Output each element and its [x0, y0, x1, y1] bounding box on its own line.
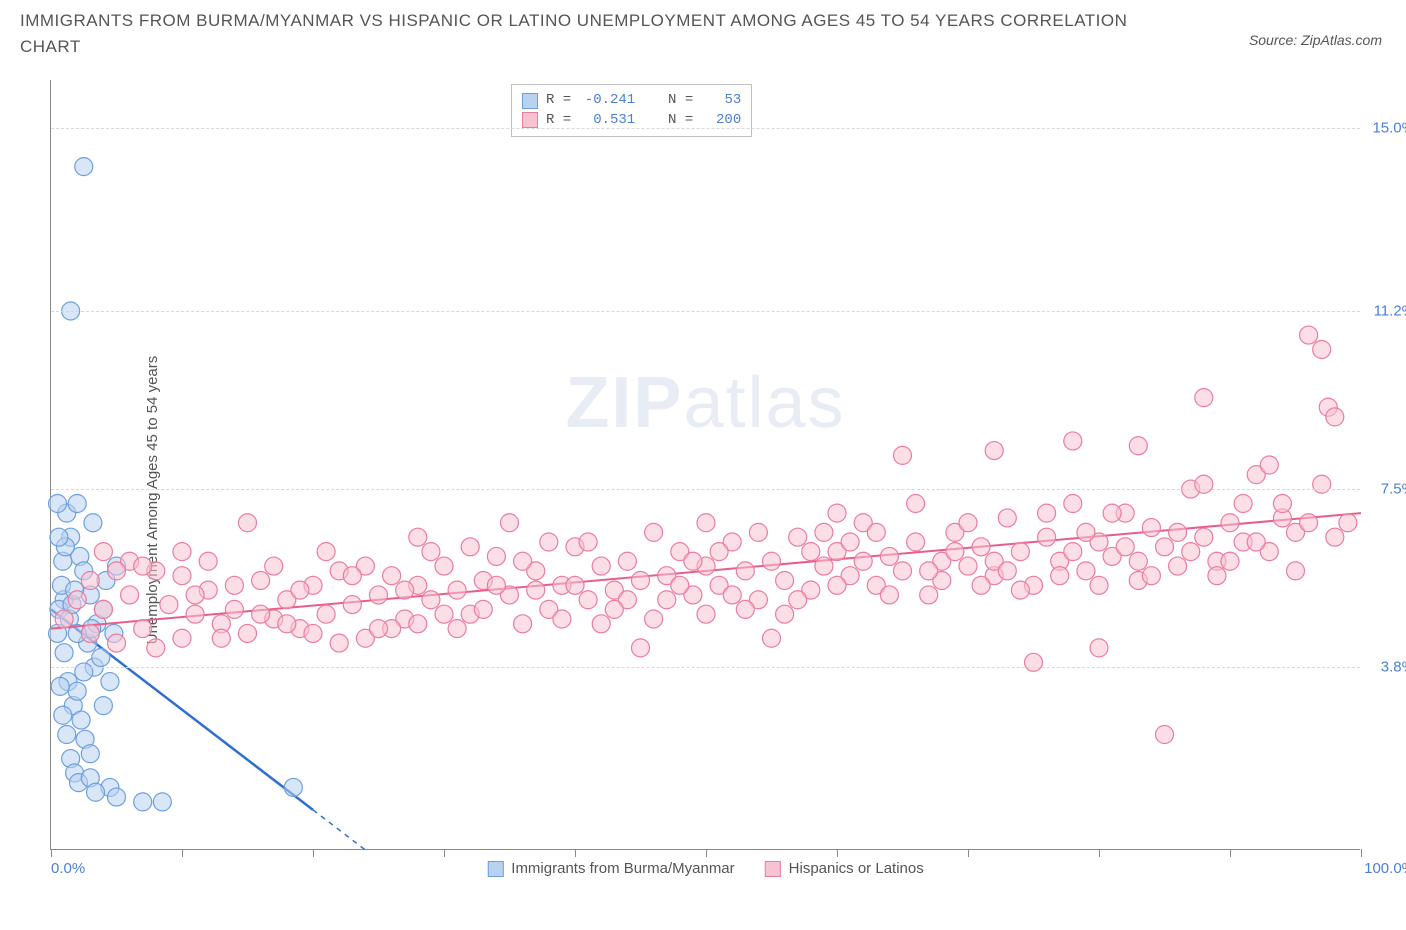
x-axis-legend: Immigrants from Burma/Myanmar Hispanics o…	[487, 860, 923, 877]
legend-swatch	[487, 861, 503, 877]
chart-title: IMMIGRANTS FROM BURMA/MYANMAR VS HISPANI…	[20, 8, 1170, 59]
source-citation: Source: ZipAtlas.com	[1249, 32, 1382, 48]
gridline	[51, 667, 1360, 668]
x-tick	[313, 849, 314, 857]
legend-swatch	[522, 112, 538, 128]
legend-swatch	[522, 93, 538, 109]
x-legend-item: Immigrants from Burma/Myanmar	[487, 860, 734, 877]
x-tick	[575, 849, 576, 857]
series-name: Hispanics or Latinos	[789, 860, 924, 877]
gridline	[51, 489, 1360, 490]
legend-n-value: 53	[701, 91, 741, 111]
x-tick	[444, 849, 445, 857]
x-tick	[837, 849, 838, 857]
x-max-label: 100.0%	[1364, 860, 1406, 877]
y-tick-label: 11.2%	[1374, 303, 1406, 320]
x-tick	[706, 849, 707, 857]
x-tick	[968, 849, 969, 857]
x-tick	[1361, 849, 1362, 857]
legend-r-value: -0.241	[579, 91, 635, 111]
series-name: Immigrants from Burma/Myanmar	[511, 860, 734, 877]
legend-row: R = -0.241 N = 53	[522, 91, 741, 111]
x-tick	[51, 849, 52, 857]
gridline	[51, 311, 1360, 312]
x-tick	[1230, 849, 1231, 857]
chart-area: Unemployment Among Ages 45 to 54 years Z…	[0, 70, 1406, 930]
legend-n-label: N =	[668, 91, 693, 111]
correlation-legend: R =-0.241 N =53R =0.531 N =200	[511, 84, 752, 137]
x-legend-item: Hispanics or Latinos	[765, 860, 924, 877]
legend-swatch	[765, 861, 781, 877]
y-tick-label: 3.8%	[1381, 659, 1406, 676]
x-min-label: 0.0%	[51, 860, 85, 877]
y-tick-label: 7.5%	[1381, 481, 1406, 498]
x-tick	[182, 849, 183, 857]
x-tick	[1099, 849, 1100, 857]
plot-region: ZIPatlas R =-0.241 N =53R =0.531 N =200 …	[50, 80, 1360, 850]
gridline	[51, 128, 1360, 129]
y-tick-label: 15.0%	[1372, 120, 1406, 137]
scatter-svg	[51, 80, 1360, 849]
legend-r-label: R =	[546, 91, 571, 111]
